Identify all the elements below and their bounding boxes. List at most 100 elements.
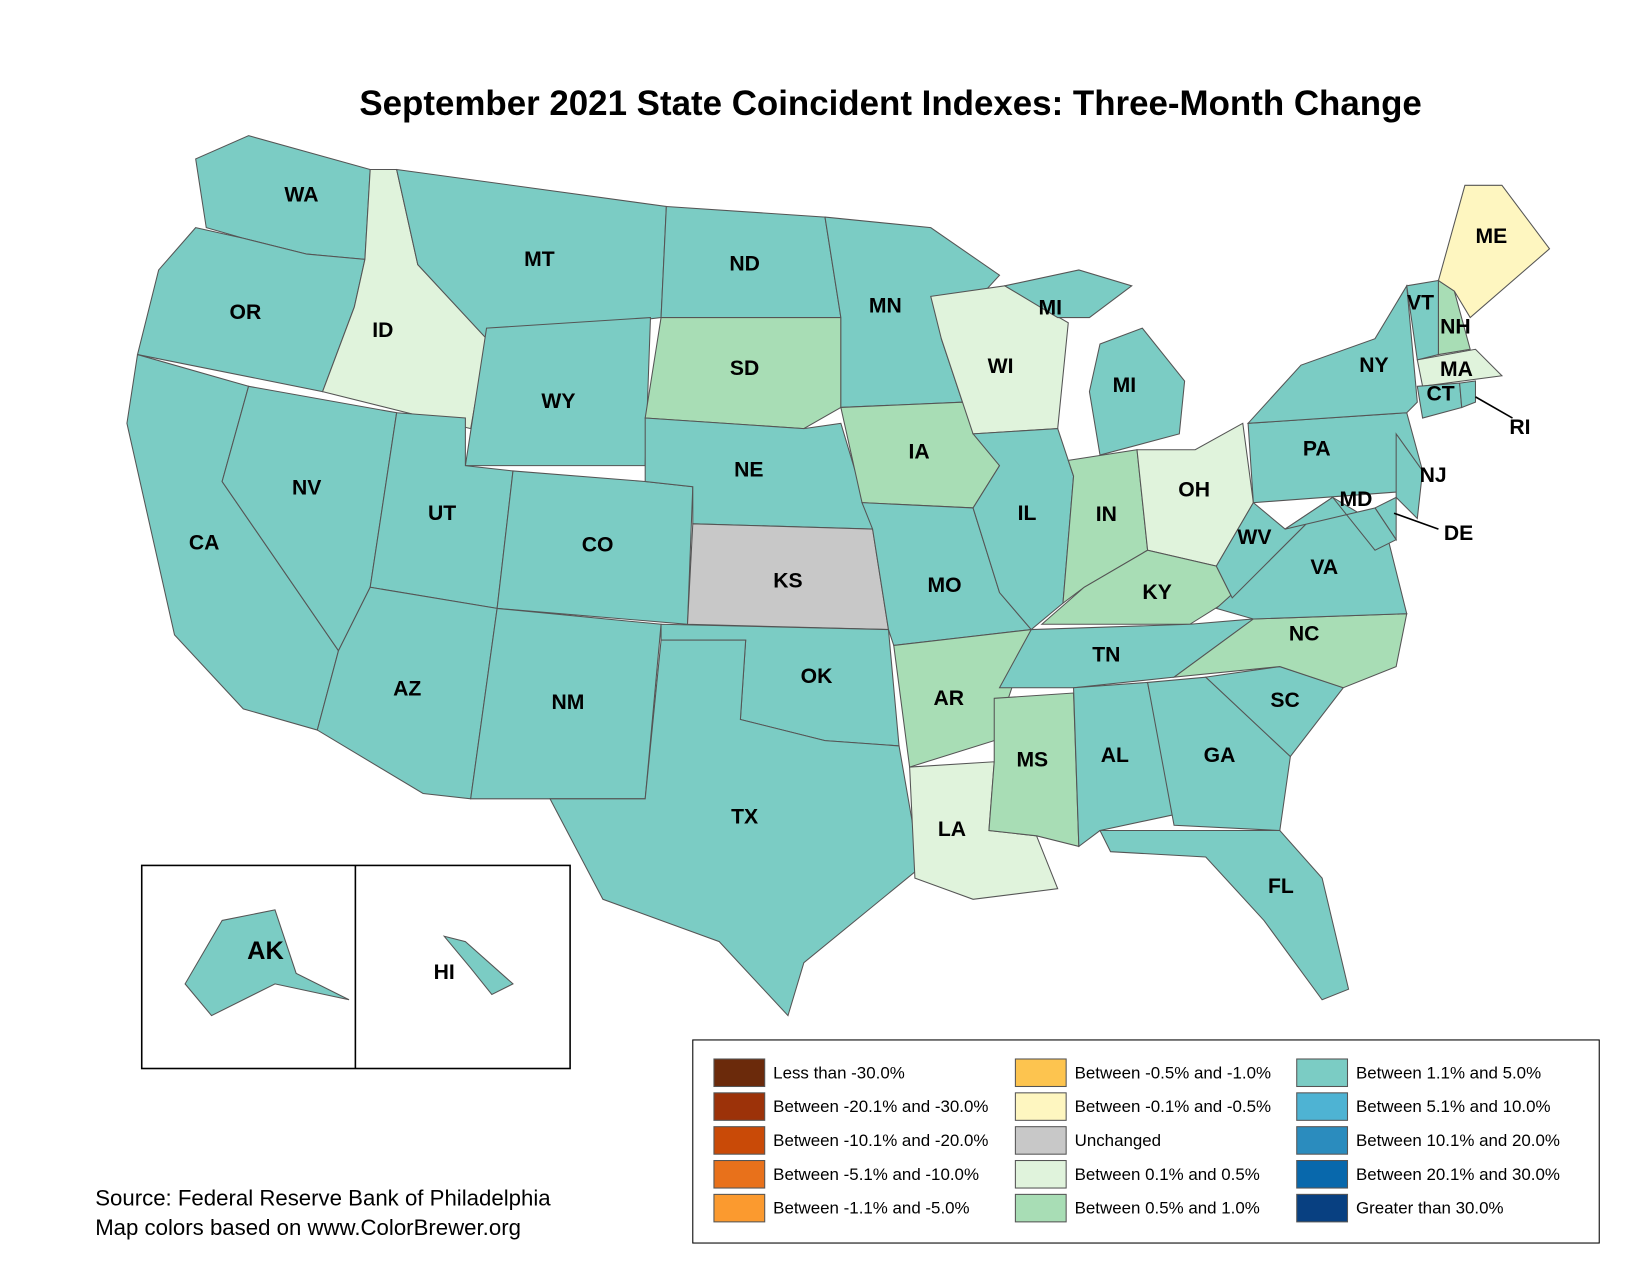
legend-label: Between 10.1% and 20.0% <box>1356 1131 1560 1150</box>
legend-swatch <box>1296 1126 1349 1155</box>
leader-line <box>1475 396 1513 419</box>
state-label: PA <box>1303 437 1331 460</box>
state-label: WA <box>284 184 318 207</box>
state-label: KS <box>773 570 802 593</box>
legend-swatch <box>1296 1193 1349 1223</box>
legend-swatch <box>713 1193 766 1223</box>
state <box>1088 327 1186 456</box>
state <box>442 935 514 996</box>
state-label: CO <box>582 534 614 557</box>
state-label: NC <box>1289 622 1320 645</box>
legend-swatch <box>1296 1058 1349 1088</box>
state-label: MS <box>1016 748 1048 771</box>
state-label: GA <box>1204 744 1236 767</box>
state-label: IN <box>1096 503 1117 526</box>
state-label: MD <box>1340 488 1373 511</box>
legend-label: Greater than 30.0% <box>1356 1199 1504 1218</box>
legend-label: Between -10.1% and -20.0% <box>773 1131 988 1150</box>
legend-swatch <box>713 1058 766 1088</box>
state-label: WI <box>988 355 1014 378</box>
state-label: SC <box>1270 689 1299 712</box>
state-label: SD <box>730 357 759 380</box>
legend-label: Between -20.1% and -30.0% <box>773 1097 988 1116</box>
state-label: NJ <box>1420 464 1447 487</box>
state-label: VT <box>1407 291 1434 314</box>
source-text: Source: Federal Reserve Bank of Philadel… <box>95 1186 551 1211</box>
state-label: MN <box>869 295 902 318</box>
state <box>1416 348 1504 387</box>
legend-swatch <box>1296 1092 1349 1121</box>
state <box>1146 676 1291 832</box>
state-label: MI <box>1039 297 1062 320</box>
legend: Less than -30.0% Between -20.1% and -30.0… <box>713 1058 1560 1223</box>
state-label: CT <box>1426 382 1454 405</box>
legend-swatch <box>1014 1126 1067 1155</box>
legend-label: Between 0.1% and 0.5% <box>1075 1165 1260 1184</box>
legend-label: Between 20.1% and 30.0% <box>1356 1165 1560 1184</box>
legend-label: Between -5.1% and -10.0% <box>773 1165 979 1184</box>
state <box>1459 380 1477 409</box>
legend-swatch <box>1014 1058 1067 1088</box>
state-label: MA <box>1440 358 1473 381</box>
state-label: NY <box>1359 354 1388 377</box>
state <box>644 317 842 430</box>
source-text: Map colors based on www.ColorBrewer.org <box>95 1215 521 1240</box>
state-label: TN <box>1092 644 1120 667</box>
state-label: AL <box>1101 744 1129 767</box>
map-title: September 2021 State Coincident Indexes:… <box>359 84 1421 123</box>
legend-swatch <box>1014 1193 1067 1223</box>
state-layer: WA OR CA NV ID MT WY UT CO AZ NM ND SD NE KS OK TX MN IA MO… <box>126 135 1551 1017</box>
state-label: ID <box>372 319 393 342</box>
legend-swatch <box>713 1160 766 1189</box>
state-label: UT <box>428 502 456 525</box>
state-label: IL <box>1018 502 1037 525</box>
legend-label: Between -0.1% and -0.5% <box>1075 1097 1271 1116</box>
state-label: WY <box>541 390 575 413</box>
state-label: AZ <box>393 677 421 700</box>
state <box>1073 681 1175 848</box>
state-label: AR <box>933 687 964 710</box>
legend-swatch <box>1014 1160 1067 1189</box>
state-label: RI <box>1509 416 1530 439</box>
state-label: MT <box>524 248 555 271</box>
legend-label: Between 0.5% and 1.0% <box>1075 1199 1260 1218</box>
legend-swatch <box>713 1126 766 1155</box>
state-label: ND <box>729 252 760 275</box>
legend-box <box>692 1039 1600 1244</box>
state-label: AK <box>247 937 284 965</box>
state-label: ME <box>1475 225 1507 248</box>
state <box>1003 269 1133 319</box>
state-label: FL <box>1268 875 1294 898</box>
state-label: HI <box>434 961 455 984</box>
state <box>1246 284 1418 424</box>
state <box>184 909 350 1017</box>
legend-label: Less than -30.0% <box>773 1063 905 1082</box>
state <box>1099 830 1350 1001</box>
state-label: NV <box>292 476 321 499</box>
state-label: TX <box>731 805 758 828</box>
state-label: OR <box>230 301 262 324</box>
state-label: WV <box>1237 526 1271 549</box>
state <box>496 470 694 625</box>
state <box>1284 496 1397 551</box>
legend-label: Between 5.1% and 10.0% <box>1356 1097 1551 1116</box>
state-label: KY <box>1142 581 1171 604</box>
legend-swatch <box>1296 1160 1349 1189</box>
state-label: MO <box>927 574 961 597</box>
state-label: IA <box>909 441 930 464</box>
state-label: NH <box>1440 316 1471 339</box>
state <box>1437 184 1551 319</box>
state-label: OH <box>1178 479 1210 502</box>
state-label: NM <box>552 691 585 714</box>
legend-label: Between -1.1% and -5.0% <box>773 1199 969 1218</box>
state-label: MI <box>1113 374 1136 397</box>
state <box>1395 432 1424 520</box>
legend-label: Unchanged <box>1075 1131 1161 1150</box>
legend-label: Between -0.5% and -1.0% <box>1075 1063 1271 1082</box>
state-label: CA <box>189 531 220 554</box>
state-label: DE <box>1444 522 1473 545</box>
state-label: OK <box>801 665 833 688</box>
state-label: VA <box>1310 556 1338 579</box>
state-label: NE <box>734 459 763 482</box>
